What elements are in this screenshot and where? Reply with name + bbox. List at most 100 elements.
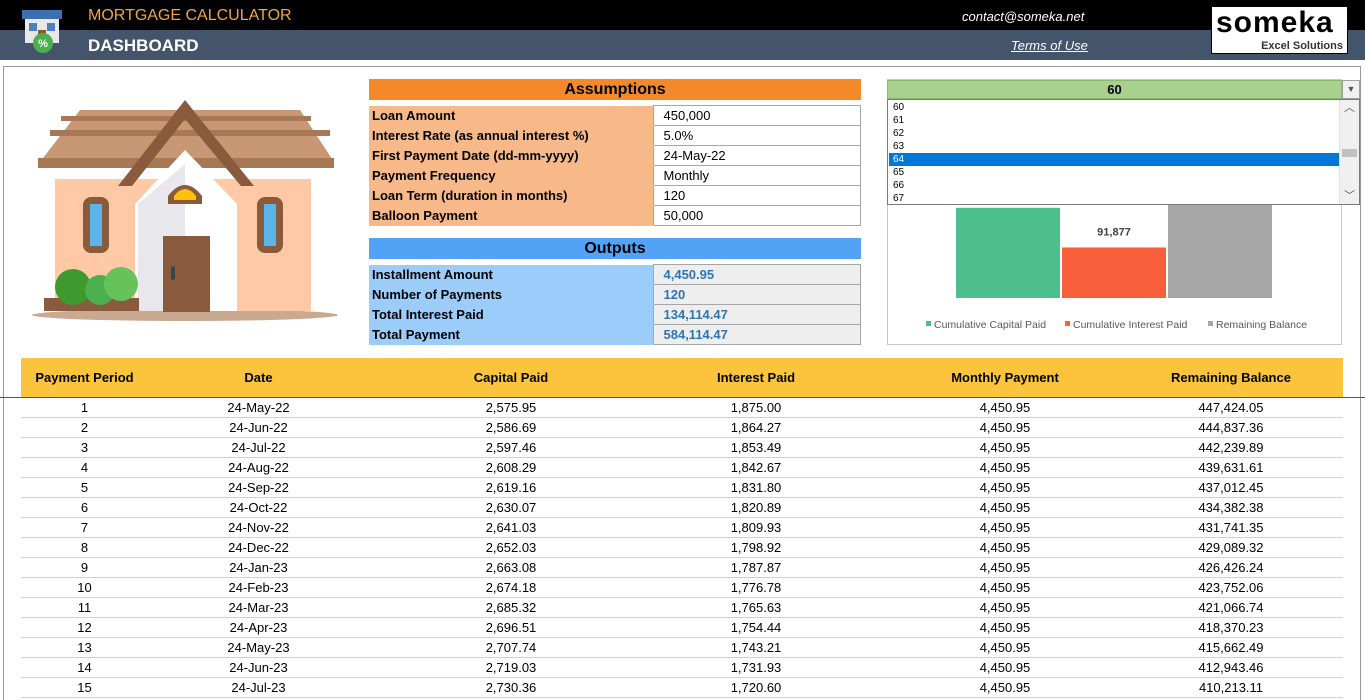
- monthly-payment-cell: 4,450.95: [979, 600, 1031, 615]
- capital-paid-cell: 2,685.32: [485, 600, 537, 615]
- total-payment-value: 584,114.47: [652, 324, 861, 345]
- chevron-up-icon[interactable]: ︿: [1344, 102, 1355, 114]
- remaining-balance-cell: 442,239.89: [1198, 440, 1264, 455]
- date-cell: 24-Nov-22: [228, 520, 289, 535]
- dropdown-scrollbar[interactable]: ︿ ﹀: [1339, 100, 1359, 204]
- period-option[interactable]: 66: [893, 180, 905, 191]
- capital-paid-cell: 2,641.03: [485, 520, 537, 535]
- table-row: 8 24-Dec-22 2,652.03 1,798.92 4,450.95 429,08…: [21, 538, 1343, 558]
- legend-swatch: [1208, 321, 1213, 326]
- column-header: Payment Period: [35, 370, 134, 385]
- chevron-down-icon[interactable]: ▼: [1342, 80, 1360, 99]
- payment-period-cell: 6: [80, 500, 89, 515]
- capital-paid-cell: 2,707.74: [485, 640, 537, 655]
- assumption-label: First Payment Date (dd-mm-yyyy): [369, 145, 653, 166]
- date-cell: 24-Jul-23: [231, 680, 286, 695]
- payment-period-cell: 3: [80, 440, 89, 455]
- balloon-payment-input[interactable]: 50,000: [652, 205, 861, 226]
- interest-paid-cell: 1,809.93: [730, 520, 782, 535]
- output-row: Installment Amount 4,450.95: [369, 264, 861, 285]
- table-row: 6 24-Oct-22 2,630.07 1,820.89 4,450.95 434,38…: [21, 498, 1343, 518]
- assumption-row: Loan Amount 450,000: [369, 105, 861, 126]
- remaining-balance-cell: 415,662.49: [1198, 640, 1264, 655]
- monthly-payment-cell: 4,450.95: [979, 520, 1031, 535]
- date-cell: 24-May-23: [227, 640, 290, 655]
- output-row: Total Payment 584,114.47: [369, 324, 861, 345]
- payment-frequency-input[interactable]: Monthly: [652, 165, 861, 186]
- interest-paid-cell: 1,831.80: [730, 480, 782, 495]
- brand-name: someka: [1216, 6, 1334, 39]
- first-payment-date-input[interactable]: 24-May-22: [652, 145, 861, 166]
- assumption-label: Interest Rate (as annual interest %): [369, 125, 653, 146]
- monthly-payment-cell: 4,450.95: [979, 460, 1031, 475]
- date-cell: 24-May-22: [227, 400, 290, 415]
- output-label: Installment Amount: [369, 264, 653, 285]
- payment-period-cell: 11: [77, 600, 92, 615]
- period-option[interactable]: 67: [893, 193, 905, 204]
- loan-amount-input[interactable]: 450,000: [652, 105, 861, 126]
- remaining-balance-cell: 412,943.46: [1198, 660, 1264, 675]
- assumption-row: Balloon Payment 50,000: [369, 205, 861, 226]
- payment-period-cell: 14: [77, 660, 92, 675]
- period-option-selected[interactable]: 64: [889, 153, 1339, 166]
- monthly-payment-cell: 4,450.95: [979, 680, 1031, 695]
- interest-paid-cell: 1,864.27: [730, 420, 782, 435]
- table-row: 7 24-Nov-22 2,641.03 1,809.93 4,450.95 431,74…: [21, 518, 1343, 538]
- interest-paid-cell: 1,743.21: [730, 640, 782, 655]
- period-option[interactable]: 61: [893, 115, 905, 126]
- period-option[interactable]: 62: [893, 128, 905, 139]
- capital-paid-cell: 2,630.07: [485, 500, 537, 515]
- interest-paid-cell: 1,853.49: [730, 440, 782, 455]
- remaining-balance-cell: 431,741.35: [1198, 520, 1264, 535]
- interest-paid-cell: 1,798.92: [730, 540, 782, 555]
- chevron-down-icon[interactable]: ﹀: [1344, 190, 1355, 202]
- brand-logo[interactable]: someka Excel Solutions: [1211, 6, 1348, 54]
- period-option[interactable]: 65: [893, 167, 905, 178]
- period-dropdown-list[interactable]: 60 61 62 63 64 65 66 67 ︿ ﹀: [887, 99, 1360, 205]
- contact-email[interactable]: contact@someka.net: [962, 9, 1085, 24]
- payment-period-cell: 9: [80, 560, 89, 575]
- table-row: 2 24-Jun-22 2,586.69 1,864.27 4,450.95 444,83…: [21, 418, 1343, 438]
- app-header: % MORTGAGE CALCULATOR DASHBOARD contact@…: [0, 0, 1365, 60]
- capital-paid-cell: 2,674.18: [485, 580, 537, 595]
- capital-paid-cell: 2,652.03: [485, 540, 537, 555]
- table-row: 9 24-Jan-23 2,663.08 1,787.87 4,450.95 426,42…: [21, 558, 1343, 578]
- period-select[interactable]: 60: [887, 80, 1342, 99]
- scrollbar-thumb[interactable]: [1342, 149, 1357, 157]
- loan-term-input[interactable]: 120: [652, 185, 861, 206]
- interest-rate-input[interactable]: 5.0%: [652, 125, 861, 146]
- interest-paid-cell: 1,765.63: [730, 600, 782, 615]
- legend-swatch: [1065, 321, 1070, 326]
- terms-of-use-link[interactable]: Terms of Use: [1011, 38, 1088, 53]
- payment-period-cell: 12: [77, 620, 92, 635]
- payment-period-cell: 1: [80, 400, 89, 415]
- capital-paid-cell: 2,719.03: [485, 660, 537, 675]
- period-option[interactable]: 60: [893, 102, 905, 113]
- legend-label: Cumulative Capital Paid: [934, 319, 1046, 331]
- output-row: Number of Payments 120: [369, 284, 861, 305]
- outputs-header: Outputs: [369, 238, 861, 259]
- payment-period-cell: 15: [77, 680, 92, 695]
- capital-paid-cell: 2,575.95: [485, 400, 537, 415]
- assumption-label: Balloon Payment: [369, 205, 653, 226]
- monthly-payment-cell: 4,450.95: [979, 640, 1031, 655]
- capital-paid-cell: 2,597.46: [485, 440, 537, 455]
- monthly-payment-cell: 4,450.95: [979, 540, 1031, 555]
- svg-text:%: %: [38, 38, 48, 50]
- assumption-row: Loan Term (duration in months) 120: [369, 185, 861, 206]
- divider: [0, 397, 1365, 398]
- schedule-header: Payment Period Date Capital Paid Interes…: [21, 358, 1343, 397]
- remaining-balance-cell: 421,066.74: [1198, 600, 1264, 615]
- period-option[interactable]: 63: [893, 141, 905, 152]
- date-cell: 24-Mar-23: [228, 600, 289, 615]
- capital-paid-cell: 2,619.16: [485, 480, 537, 495]
- remaining-balance-cell: 429,089.32: [1198, 540, 1264, 555]
- table-row: 11 24-Mar-23 2,685.32 1,765.63 4,450.95 421,0…: [21, 598, 1343, 618]
- remaining-balance-cell: 439,631.61: [1198, 460, 1264, 475]
- payment-period-cell: 2: [80, 420, 89, 435]
- assumptions-header: Assumptions: [369, 79, 861, 100]
- output-label: Total Interest Paid: [369, 304, 653, 325]
- interest-paid-cell: 1,731.93: [730, 660, 782, 675]
- remaining-balance-cell: 434,382.38: [1198, 500, 1264, 515]
- monthly-payment-cell: 4,450.95: [979, 440, 1031, 455]
